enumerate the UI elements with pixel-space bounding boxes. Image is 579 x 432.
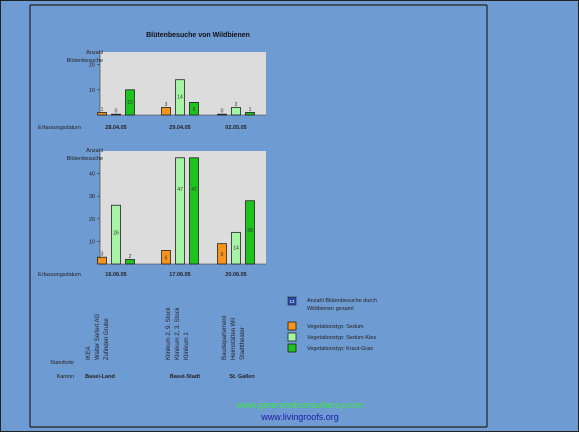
- bar: [189, 157, 199, 265]
- bar-value-label: 0: [221, 109, 224, 115]
- bar: [175, 79, 185, 116]
- y-tick-label: 20: [89, 63, 95, 69]
- y-axis-label-bottom-2: Blütenbesuche: [67, 156, 103, 162]
- bar-value-label: 10: [127, 100, 133, 106]
- x-axis-label-bottom: Erfassungsdatum: [38, 272, 81, 278]
- legend-swatch: [287, 321, 297, 331]
- bar: [245, 112, 255, 116]
- legend-total-label: Anzahl Blütenbesuche durch: [307, 298, 377, 304]
- bar-value-label: 26: [113, 231, 119, 237]
- legend-swatch: [287, 343, 297, 353]
- bar-value-label: 1: [101, 107, 104, 113]
- kanton-value: St. Gallen: [229, 374, 255, 380]
- legend-total-symbol: [287, 296, 297, 306]
- y-tick-label: 10: [89, 239, 95, 245]
- chart-title: Blütenbesuche von Wildbienen: [146, 32, 250, 39]
- bar: [111, 204, 121, 265]
- bar-value-label: 6: [165, 256, 168, 262]
- bar-value-label: 3: [235, 102, 238, 108]
- standort-label: Heimstätten Wil: [231, 318, 237, 360]
- bar: [97, 256, 107, 265]
- bar: [161, 250, 171, 265]
- bar: [231, 231, 241, 265]
- legend-total-symbol-text: 12: [289, 299, 295, 304]
- y-tick-label: 40: [89, 172, 95, 178]
- standort-label: Stadttheater: [240, 327, 246, 360]
- kanton-value: Basel-Stadt: [170, 374, 200, 380]
- legend-item-label: Vegetationstyp: Kraut-Gras: [307, 346, 373, 352]
- y-tick-label: 10: [89, 88, 95, 94]
- footer-url-2[interactable]: www.livingroofs.org: [260, 412, 339, 422]
- y-tick-label: 20: [89, 217, 95, 223]
- bar: [231, 107, 241, 116]
- standort-label: Klinikum 2, 9. Stock: [166, 306, 172, 360]
- bar: [125, 259, 135, 265]
- bar: [111, 113, 121, 116]
- bar-value-label: 47: [191, 187, 197, 193]
- bar-value-label: 14: [177, 95, 183, 101]
- bar-value-label: 28: [247, 228, 253, 234]
- legend: 12 Anzahl Blütenbesuche durch Wildbienen g…: [287, 296, 377, 353]
- bar-value-label: 3: [101, 252, 104, 258]
- bar-value-label: 3: [165, 102, 168, 108]
- bar: [175, 157, 185, 265]
- bar: [161, 107, 171, 116]
- x-tick-label: 16.06.05: [105, 272, 126, 278]
- legend-swatch: [287, 332, 297, 342]
- y-axis-label-top-2: Blütenbesuche: [67, 58, 103, 64]
- bar: [217, 243, 227, 265]
- standort-label: Klinikum 2, 3. Stock: [175, 306, 181, 360]
- bar-value-label: 0: [115, 109, 118, 115]
- legend-total-label: Wildbienen gesamt: [307, 306, 354, 312]
- kanton-value: Basel-Land: [85, 374, 115, 380]
- bar-value-label: 47: [177, 187, 183, 193]
- standort-label: Walter Seifert AG: [95, 314, 101, 360]
- standorte-labels: IKEA Walter Seifert AG Zufinden Grube Klini…: [86, 306, 246, 360]
- legend-item-label: Vegetationstyp: Sedum-Kies: [307, 335, 376, 341]
- x-tick-label: 20.06.05: [225, 272, 246, 278]
- x-axis-label-top: Erfassungsdatum: [38, 125, 81, 131]
- bar-value-label: 2: [129, 254, 132, 260]
- x-tick-label: 17.06.05: [169, 272, 190, 278]
- bar-value-label: 1: [249, 107, 252, 113]
- bar-value-label: 9: [221, 252, 224, 258]
- bar-value-label: 14: [233, 246, 239, 252]
- bar-value-label: 5: [193, 107, 196, 113]
- chart-bottom: 10 20 30 40 3 26 2 16.06.05 6 47 47 17.06.05 9 14 28 20…: [89, 151, 266, 278]
- y-axis-label-bottom-1: Anzahl: [86, 148, 103, 154]
- bar: [125, 89, 135, 116]
- footer-url-1[interactable]: www.greenroofconsultancy.com: [236, 400, 363, 410]
- bar: [97, 112, 107, 116]
- standort-label: Klinikum 1: [184, 332, 190, 360]
- bar: [245, 200, 255, 265]
- x-tick-label: 29.04.05: [169, 125, 190, 131]
- x-tick-label: 02.05.05: [225, 125, 246, 131]
- bar: [217, 113, 227, 116]
- standorte-label: Standorte: [50, 360, 74, 366]
- legend-item-label: Vegetationstyp: Sedum: [307, 324, 364, 330]
- y-axis-label-top-1: Anzahl: [86, 50, 103, 56]
- x-tick-label: 28.04.05: [105, 125, 126, 131]
- standort-label: Baudepartement: [222, 315, 228, 360]
- kanton-values: Basel-Land Basel-Stadt St. Gallen: [85, 374, 255, 380]
- kanton-label: Kanton: [57, 374, 74, 380]
- y-tick-label: 30: [89, 194, 95, 200]
- standort-label: IKEA: [86, 346, 92, 360]
- standort-label: Zufinden Grube: [104, 318, 110, 360]
- bar: [189, 102, 199, 116]
